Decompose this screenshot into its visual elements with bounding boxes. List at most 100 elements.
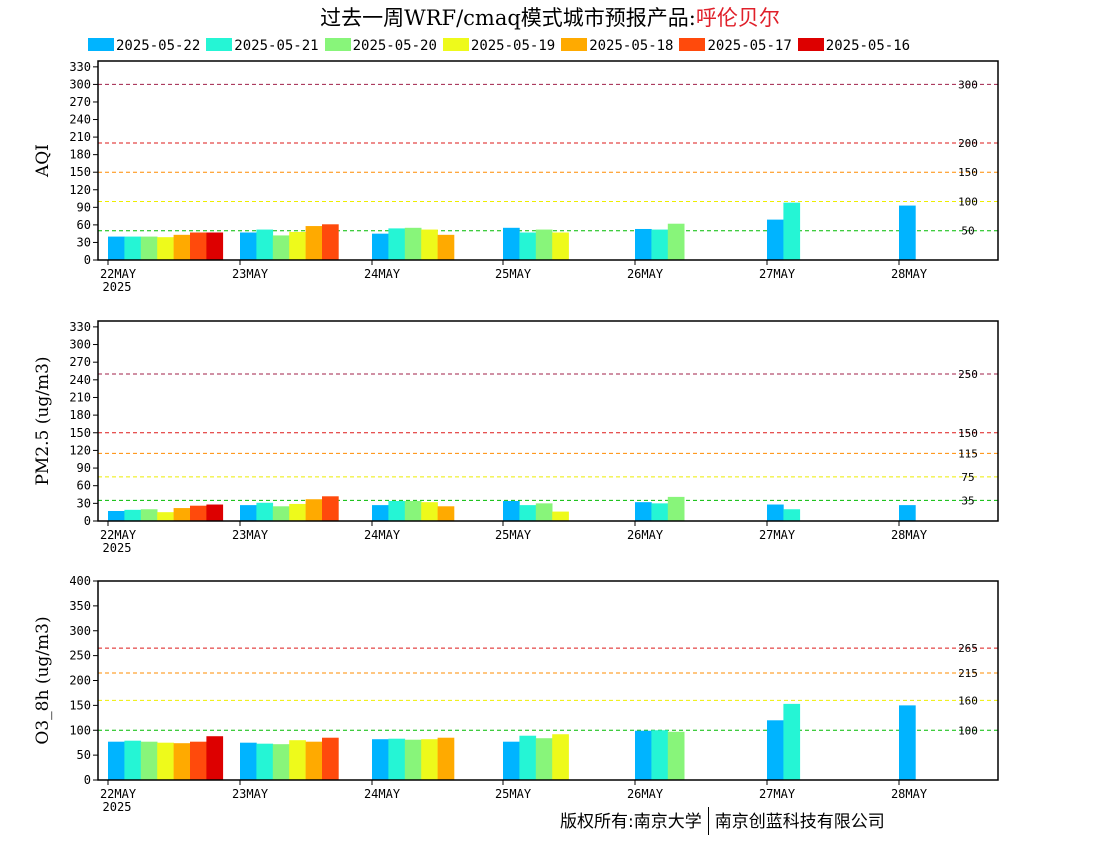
bar xyxy=(503,741,520,780)
chart-panel-3: 265 215 160 100 0 50 100 150 200 250 300 350 400 22MA… xyxy=(33,574,999,814)
bar xyxy=(305,741,323,780)
bar xyxy=(289,503,306,521)
bar xyxy=(667,496,685,521)
bar xyxy=(322,496,339,521)
y-tick-label: 270 xyxy=(69,95,91,109)
bar xyxy=(767,720,784,780)
legend-label: 2025-05-21 xyxy=(234,37,319,54)
y-tick-label: 210 xyxy=(69,130,91,144)
bar xyxy=(124,740,142,780)
bar xyxy=(388,501,406,521)
bar xyxy=(140,509,158,521)
bar xyxy=(140,741,158,780)
y-tick-label: 300 xyxy=(69,338,91,352)
y-tick-label: 0 xyxy=(84,773,91,787)
y-tick-label: 150 xyxy=(69,165,91,179)
bar xyxy=(140,236,158,260)
bar xyxy=(108,236,125,260)
x-tick-label: 28MAY xyxy=(891,787,928,801)
bar xyxy=(173,743,191,780)
bar xyxy=(519,232,537,260)
legend: 2025-05-22 2025-05-21 2025-05-20 2025-05-19… xyxy=(88,35,916,54)
legend-swatch xyxy=(442,37,469,51)
bar xyxy=(552,232,569,260)
legend-item: 2025-05-17 xyxy=(679,37,792,54)
reference-label: 100 xyxy=(958,724,978,737)
x-tick-label: 23MAY xyxy=(232,787,269,801)
x-tick-label: 22MAY xyxy=(100,528,137,542)
bar xyxy=(503,227,520,260)
plot-frame xyxy=(97,320,999,522)
reference-label: 300 xyxy=(958,78,978,91)
x-tick-label: 26MAY xyxy=(627,528,664,542)
reference-label: 50 xyxy=(961,225,974,238)
bar xyxy=(190,232,207,260)
y-tick-label: 0 xyxy=(84,253,91,267)
y-tick-label: 150 xyxy=(69,698,91,712)
bar xyxy=(372,233,389,260)
bar xyxy=(667,223,685,260)
legend-swatch xyxy=(88,37,114,51)
y-axis-label: AQI xyxy=(33,144,53,178)
bar xyxy=(256,502,274,521)
bar xyxy=(667,731,685,780)
y-tick-label: 200 xyxy=(69,674,91,688)
reference-label: 150 xyxy=(958,166,978,179)
x-tick-label: 23MAY xyxy=(232,267,269,281)
reference-label: 150 xyxy=(958,427,978,440)
bar xyxy=(240,505,257,521)
bar xyxy=(519,505,537,521)
bar xyxy=(173,234,191,260)
y-tick-label: 330 xyxy=(69,60,91,74)
bar xyxy=(535,229,553,260)
chart-panel-2: 250 150 115 75 35 0 30 60 90 120 150 180 210 240 270 30… xyxy=(33,320,999,555)
y-tick-label: 400 xyxy=(69,574,91,588)
bar xyxy=(552,734,569,780)
y-tick-label: 30 xyxy=(77,496,91,510)
bar xyxy=(767,219,784,260)
x-year-label: 2025 xyxy=(103,541,132,555)
bar xyxy=(899,505,916,521)
copyright-right: 南京创蓝科技有限公司 xyxy=(714,812,885,832)
footer-separator xyxy=(707,807,709,835)
legend-swatch xyxy=(561,37,588,51)
bar xyxy=(535,503,553,521)
y-tick-label: 150 xyxy=(69,426,91,440)
bar xyxy=(206,504,224,521)
title-text: 过去一周WRF/cmaq模式城市预报产品: xyxy=(320,6,696,30)
bar xyxy=(240,232,257,260)
legend-label: 2025-05-19 xyxy=(470,37,556,54)
bar xyxy=(322,224,339,260)
bar xyxy=(388,738,406,780)
x-tick-label: 22MAY xyxy=(100,787,137,801)
bar xyxy=(437,234,455,260)
bar xyxy=(421,229,438,260)
y-tick-label: 240 xyxy=(69,373,91,387)
bar xyxy=(899,705,916,780)
bar xyxy=(899,205,916,260)
reference-label: 75 xyxy=(961,471,974,484)
bar xyxy=(206,232,224,260)
bar xyxy=(535,738,553,780)
bar xyxy=(651,229,669,260)
bar xyxy=(157,742,174,780)
y-tick-label: 240 xyxy=(69,113,91,127)
y-tick-label: 60 xyxy=(77,218,91,232)
bar xyxy=(783,202,801,260)
y-axis-label: PM2.5 (ug/m3) xyxy=(33,356,53,485)
chart-title: 过去一周WRF/cmaq模式城市预报产品:呼伦贝尔 xyxy=(0,2,1100,32)
reference-label: 200 xyxy=(958,137,978,150)
bar xyxy=(783,703,801,780)
legend-swatch xyxy=(679,37,706,51)
legend-swatch xyxy=(797,37,824,51)
bar xyxy=(404,227,422,260)
bar xyxy=(305,226,323,260)
bar xyxy=(322,737,339,780)
x-tick-label: 26MAY xyxy=(627,787,664,801)
bar xyxy=(256,229,274,260)
bar xyxy=(190,741,207,780)
bar xyxy=(173,508,191,521)
y-tick-label: 100 xyxy=(69,723,91,737)
bar xyxy=(437,506,455,521)
